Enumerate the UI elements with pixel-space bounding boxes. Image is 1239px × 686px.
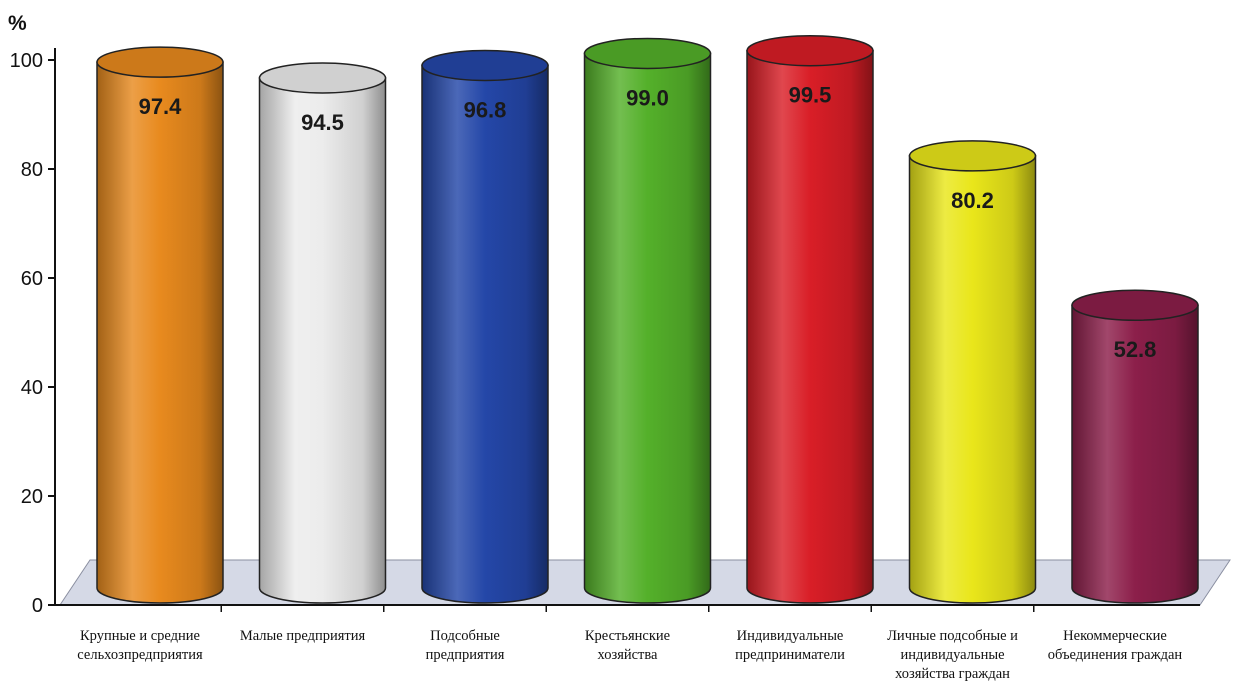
x-category-label-line: Подсобные	[430, 628, 500, 644]
bar-body	[583, 52, 712, 604]
bar-4	[583, 37, 712, 604]
bar-body	[1071, 304, 1199, 604]
bar-value-label: 97.4	[139, 94, 183, 119]
x-category-label-line: объединения граждан	[1048, 647, 1183, 663]
x-category-label-line: Некоммерческие	[1063, 628, 1167, 644]
x-category-label-line: предприятия	[426, 647, 505, 663]
bar-value-label: 99.5	[789, 83, 832, 108]
bar-2	[258, 62, 387, 604]
x-category-label-line: Крестьянские	[585, 628, 670, 644]
x-category-label-line: Малые предприятия	[240, 628, 366, 644]
y-tick-label: 100	[10, 50, 43, 72]
x-category-label-line: хозяйства	[598, 647, 659, 663]
x-category-label: Крестьянские хозяйства	[585, 628, 670, 663]
y-axis-unit-label: %	[8, 12, 27, 35]
bar-value-label: 96.8	[464, 97, 507, 122]
bar-7	[1071, 289, 1199, 604]
bar-value-label: 99.0	[626, 85, 669, 110]
x-category-label-line: Личные подсобные и	[887, 628, 1018, 644]
x-category-label: Малые предприятия	[240, 628, 366, 644]
x-category-label-line: хозяйства граждан	[895, 666, 1010, 682]
x-category-label: Крупные и средние сельхозпредприятия	[77, 628, 203, 663]
bar-body	[746, 49, 874, 604]
x-category-label-line: Крупные и средние	[80, 628, 200, 644]
y-tick-label: 80	[21, 159, 43, 181]
x-category-label: Подсобные предприятия	[426, 628, 505, 663]
x-category-label: Индивидуальные предприниматели	[735, 628, 845, 663]
y-tick-label: 40	[21, 377, 43, 399]
y-tick-label: 0	[32, 595, 43, 617]
bar-value-label: 52.8	[1114, 337, 1157, 362]
bar-top	[746, 34, 874, 67]
bar-top	[421, 49, 549, 82]
bar-5	[746, 34, 874, 604]
bar-3	[421, 49, 549, 604]
x-category-label: Личные подсобные и индивидуальные хозяйств…	[887, 628, 1018, 682]
bar-top	[258, 62, 387, 94]
x-category-label-line: Индивидуальные	[737, 628, 844, 644]
bar-body	[258, 77, 387, 604]
bar-6	[908, 140, 1037, 604]
bar-value-label: 80.2	[951, 188, 994, 213]
bar-body	[96, 61, 224, 604]
bar-1	[96, 46, 224, 604]
bar-top	[583, 37, 712, 70]
x-category-label-line: предприниматели	[735, 647, 845, 663]
bar-top	[908, 140, 1037, 172]
x-category-label-line: сельхозпредприятия	[77, 647, 203, 663]
bar-body	[908, 155, 1037, 604]
bar-top	[96, 46, 224, 78]
bar-body	[421, 64, 549, 604]
bar-value-label: 94.5	[301, 110, 344, 135]
x-category-label-line: индивидуальные	[900, 647, 1004, 663]
bar-top	[1071, 289, 1199, 321]
y-tick-label: 60	[21, 268, 43, 290]
y-tick-label: 20	[21, 486, 43, 508]
x-category-label: Некоммерческие объединения граждан	[1048, 628, 1183, 663]
